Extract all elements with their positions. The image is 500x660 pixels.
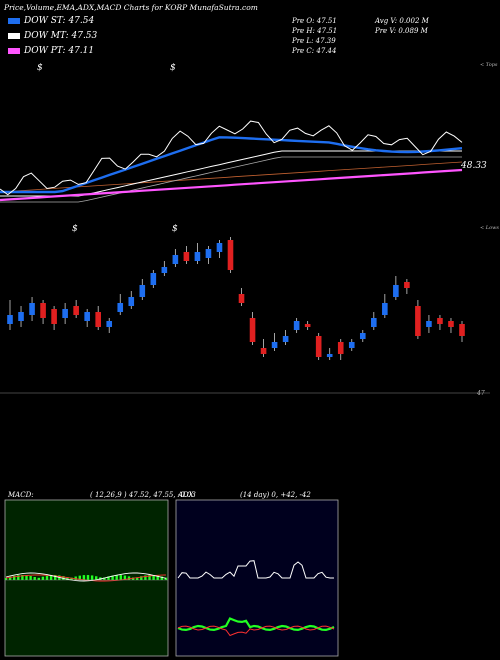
candle-body (359, 333, 366, 339)
ema-lines-group (0, 120, 463, 203)
adx-title: ADX (178, 491, 194, 499)
candle-body (7, 315, 13, 324)
candle-body (183, 252, 190, 261)
ema-pt-line (0, 168, 463, 202)
candle-body (150, 273, 157, 285)
lows-price-label: 47 (477, 390, 485, 397)
candle-body (227, 240, 234, 270)
chart-title: Price,Volume,EMA,ADX,MACD Charts for KOR… (4, 3, 258, 12)
ema-price-label: 48.33 (461, 161, 487, 171)
candle-body (139, 285, 146, 297)
dollar-marker-3: $ (72, 224, 78, 234)
candle-body (293, 321, 300, 330)
candle-body (249, 318, 256, 342)
ema-legend-st: DOW ST: 47.54 (8, 16, 94, 26)
prev-close: Pre C: 47.44 (292, 47, 337, 55)
ema-st-line (0, 136, 463, 194)
ema-pt-label: DOW PT: 47.11 (24, 46, 95, 56)
candle-body (348, 342, 355, 348)
candle-body (205, 249, 212, 258)
dollar-marker-2: $ (170, 63, 176, 73)
candle-body (382, 303, 388, 315)
candle-body (271, 342, 278, 348)
candle-body (459, 324, 465, 336)
candle-body (437, 318, 443, 324)
prev-volume: Pre V: 0.089 M (375, 27, 428, 35)
ema-mt-label: DOW MT: 47.53 (24, 31, 98, 41)
candles-group (7, 237, 465, 360)
candle-body (40, 303, 46, 318)
dollar-marker-4: $ (172, 224, 178, 234)
candle-body (448, 321, 454, 327)
candle-body (161, 267, 168, 273)
macd-params: ( 12,26,9 ) 47.52, 47.55, -0.03 (90, 491, 196, 499)
tops-label: < Tops (480, 62, 498, 68)
close-price-line (0, 120, 463, 196)
candle-body (304, 324, 311, 327)
candle-body (172, 255, 179, 264)
candle-body (51, 309, 57, 324)
prev-high: Pre H: 47.51 (292, 27, 338, 35)
candle-body (282, 336, 289, 342)
candle-body (18, 312, 24, 321)
candle-body (371, 318, 377, 327)
prev-low: Pre L: 47.39 (292, 37, 336, 45)
dollar-marker-1: $ (37, 63, 43, 73)
adx-params: (14 day) 0, +42, -42 (240, 491, 311, 499)
candle-body (128, 297, 135, 306)
ema-st-swatch (8, 17, 20, 24)
candle-body (73, 306, 79, 315)
ema-long-orange-line (0, 161, 463, 193)
candle-body (194, 252, 201, 261)
candle-body (415, 306, 421, 336)
candle-body (337, 342, 344, 354)
ema-pt-swatch (8, 47, 20, 54)
candle-body (426, 321, 432, 327)
candle-body (95, 312, 101, 327)
ema-mt-gray-line (0, 156, 462, 203)
candle-body (106, 321, 113, 327)
avg-volume: Avg V: 0.002 M (375, 17, 429, 25)
candle-body (29, 303, 35, 315)
ema-st-label: DOW ST: 47.54 (24, 16, 95, 26)
macd-title: MACD: (8, 491, 34, 499)
candle-body (260, 348, 267, 354)
candle-body (315, 336, 322, 357)
ema-legend-mt: DOW MT: 47.53 (8, 31, 97, 41)
candle-body (326, 354, 333, 357)
candle-body (84, 312, 90, 321)
candle-body (62, 309, 68, 318)
candle-body (117, 303, 124, 312)
ema-mt-swatch (8, 32, 20, 39)
lows-label: < Lows (480, 225, 499, 231)
ema-legend-pt: DOW PT: 47.11 (8, 46, 94, 56)
candle-body (393, 285, 399, 297)
candle-body (404, 282, 410, 288)
candle-body (238, 294, 245, 303)
prev-open: Pre O: 47.51 (292, 17, 337, 25)
candle-body (216, 243, 223, 252)
